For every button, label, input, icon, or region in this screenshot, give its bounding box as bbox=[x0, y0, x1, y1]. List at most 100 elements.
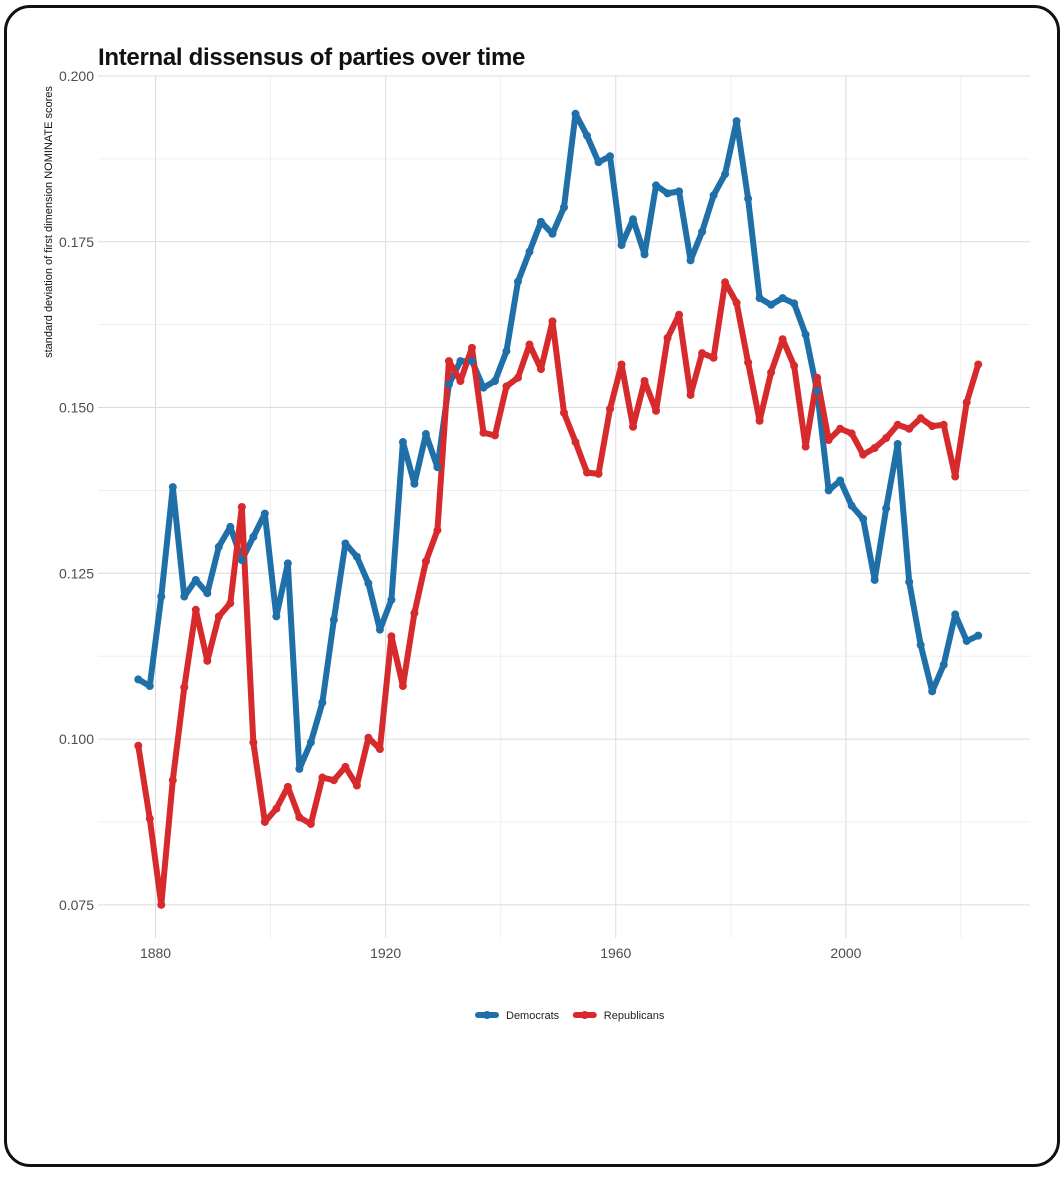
data-point-democrats bbox=[398, 438, 407, 447]
data-point-republicans bbox=[870, 443, 879, 452]
data-point-democrats bbox=[191, 575, 200, 584]
y-tick-label: 0.125 bbox=[59, 565, 94, 581]
y-tick-label: 0.175 bbox=[59, 234, 94, 250]
data-point-republicans bbox=[433, 526, 442, 535]
data-point-republicans bbox=[767, 368, 776, 377]
data-point-republicans bbox=[134, 741, 143, 750]
y-tick-label: 0.075 bbox=[59, 897, 94, 913]
data-point-republicans bbox=[421, 557, 430, 566]
data-point-democrats bbox=[928, 687, 937, 696]
data-point-democrats bbox=[847, 501, 856, 510]
y-tick-label: 0.100 bbox=[59, 731, 94, 747]
data-point-democrats bbox=[387, 595, 396, 604]
data-point-democrats bbox=[709, 191, 718, 200]
data-point-republicans bbox=[836, 424, 845, 433]
data-point-democrats bbox=[548, 229, 557, 238]
data-point-democrats bbox=[145, 682, 154, 691]
data-point-republicans bbox=[375, 745, 384, 754]
data-point-democrats bbox=[134, 675, 143, 684]
data-point-democrats bbox=[502, 347, 511, 356]
data-point-democrats bbox=[214, 542, 223, 551]
data-point-republicans bbox=[398, 682, 407, 691]
y-tick-label: 0.150 bbox=[59, 400, 94, 416]
data-point-democrats bbox=[629, 215, 638, 224]
data-point-republicans bbox=[387, 632, 396, 641]
data-point-democrats bbox=[939, 660, 948, 669]
data-point-republicans bbox=[479, 428, 488, 437]
data-point-republicans bbox=[939, 420, 948, 429]
data-point-republicans bbox=[548, 317, 557, 326]
data-point-democrats bbox=[767, 300, 776, 309]
data-point-republicans bbox=[801, 442, 810, 451]
data-point-republicans bbox=[260, 817, 269, 826]
data-point-democrats bbox=[606, 152, 615, 161]
data-point-republicans bbox=[962, 398, 971, 407]
data-point-democrats bbox=[790, 299, 799, 308]
data-point-republicans bbox=[928, 422, 937, 431]
data-point-republicans bbox=[513, 373, 522, 382]
data-point-republicans bbox=[778, 335, 787, 344]
data-point-republicans bbox=[180, 683, 189, 692]
data-point-republicans bbox=[951, 472, 960, 481]
data-point-republicans bbox=[709, 353, 718, 362]
data-point-democrats bbox=[813, 386, 822, 395]
data-point-republicans bbox=[226, 599, 235, 608]
data-point-republicans bbox=[859, 450, 868, 459]
x-tick-label: 2000 bbox=[830, 945, 861, 961]
data-point-republicans bbox=[652, 406, 661, 415]
data-point-republicans bbox=[629, 422, 638, 431]
data-point-republicans bbox=[283, 782, 292, 791]
data-point-democrats bbox=[341, 539, 350, 548]
data-point-republicans bbox=[352, 781, 361, 790]
data-point-democrats bbox=[513, 277, 522, 286]
data-point-republicans bbox=[583, 468, 592, 477]
data-point-republicans bbox=[525, 340, 534, 349]
data-point-republicans bbox=[824, 436, 833, 445]
data-point-democrats bbox=[456, 357, 465, 366]
data-point-republicans bbox=[813, 373, 822, 382]
series-line-republicans bbox=[135, 279, 982, 908]
data-point-democrats bbox=[260, 509, 269, 518]
data-point-democrats bbox=[836, 476, 845, 485]
data-point-democrats bbox=[410, 479, 419, 488]
data-point-democrats bbox=[571, 109, 580, 118]
y-axis-ticks: 0.075 0.100 0.125 0.150 0.175 0.200 bbox=[59, 68, 94, 913]
data-point-democrats bbox=[663, 189, 672, 198]
data-point-democrats bbox=[536, 217, 545, 226]
data-point-republicans bbox=[640, 377, 649, 386]
data-point-democrats bbox=[594, 158, 603, 167]
data-point-republicans bbox=[744, 358, 753, 367]
x-axis-ticks: 1880 1920 1960 2000 bbox=[140, 945, 862, 961]
data-point-democrats bbox=[352, 552, 361, 561]
data-point-republicans bbox=[157, 900, 166, 909]
data-point-republicans bbox=[272, 804, 281, 813]
data-point-democrats bbox=[375, 625, 384, 634]
data-point-democrats bbox=[444, 380, 453, 389]
data-point-republicans bbox=[663, 333, 672, 342]
data-point-republicans bbox=[341, 762, 350, 771]
x-tick-label: 1960 bbox=[600, 945, 631, 961]
x-tick-label: 1880 bbox=[140, 945, 171, 961]
data-point-democrats bbox=[157, 592, 166, 601]
data-point-republicans bbox=[536, 365, 545, 374]
data-point-democrats bbox=[652, 181, 661, 190]
data-point-republicans bbox=[318, 773, 327, 782]
data-point-democrats bbox=[974, 631, 983, 640]
data-point-democrats bbox=[824, 486, 833, 495]
legend-label-republicans: Republicans bbox=[604, 1010, 665, 1022]
data-point-republicans bbox=[882, 434, 891, 443]
data-point-democrats bbox=[237, 556, 246, 565]
data-point-democrats bbox=[640, 250, 649, 259]
data-point-democrats bbox=[490, 377, 499, 386]
data-point-democrats bbox=[583, 131, 592, 140]
chart-title: Internal dissensus of parties over time bbox=[98, 44, 526, 71]
data-point-democrats bbox=[318, 698, 327, 707]
card-frame bbox=[4, 5, 1060, 1167]
data-point-republicans bbox=[364, 733, 373, 742]
data-point-democrats bbox=[882, 504, 891, 513]
data-point-republicans bbox=[444, 357, 453, 366]
data-point-republicans bbox=[571, 438, 580, 447]
data-point-democrats bbox=[421, 430, 430, 439]
data-point-democrats bbox=[801, 330, 810, 339]
